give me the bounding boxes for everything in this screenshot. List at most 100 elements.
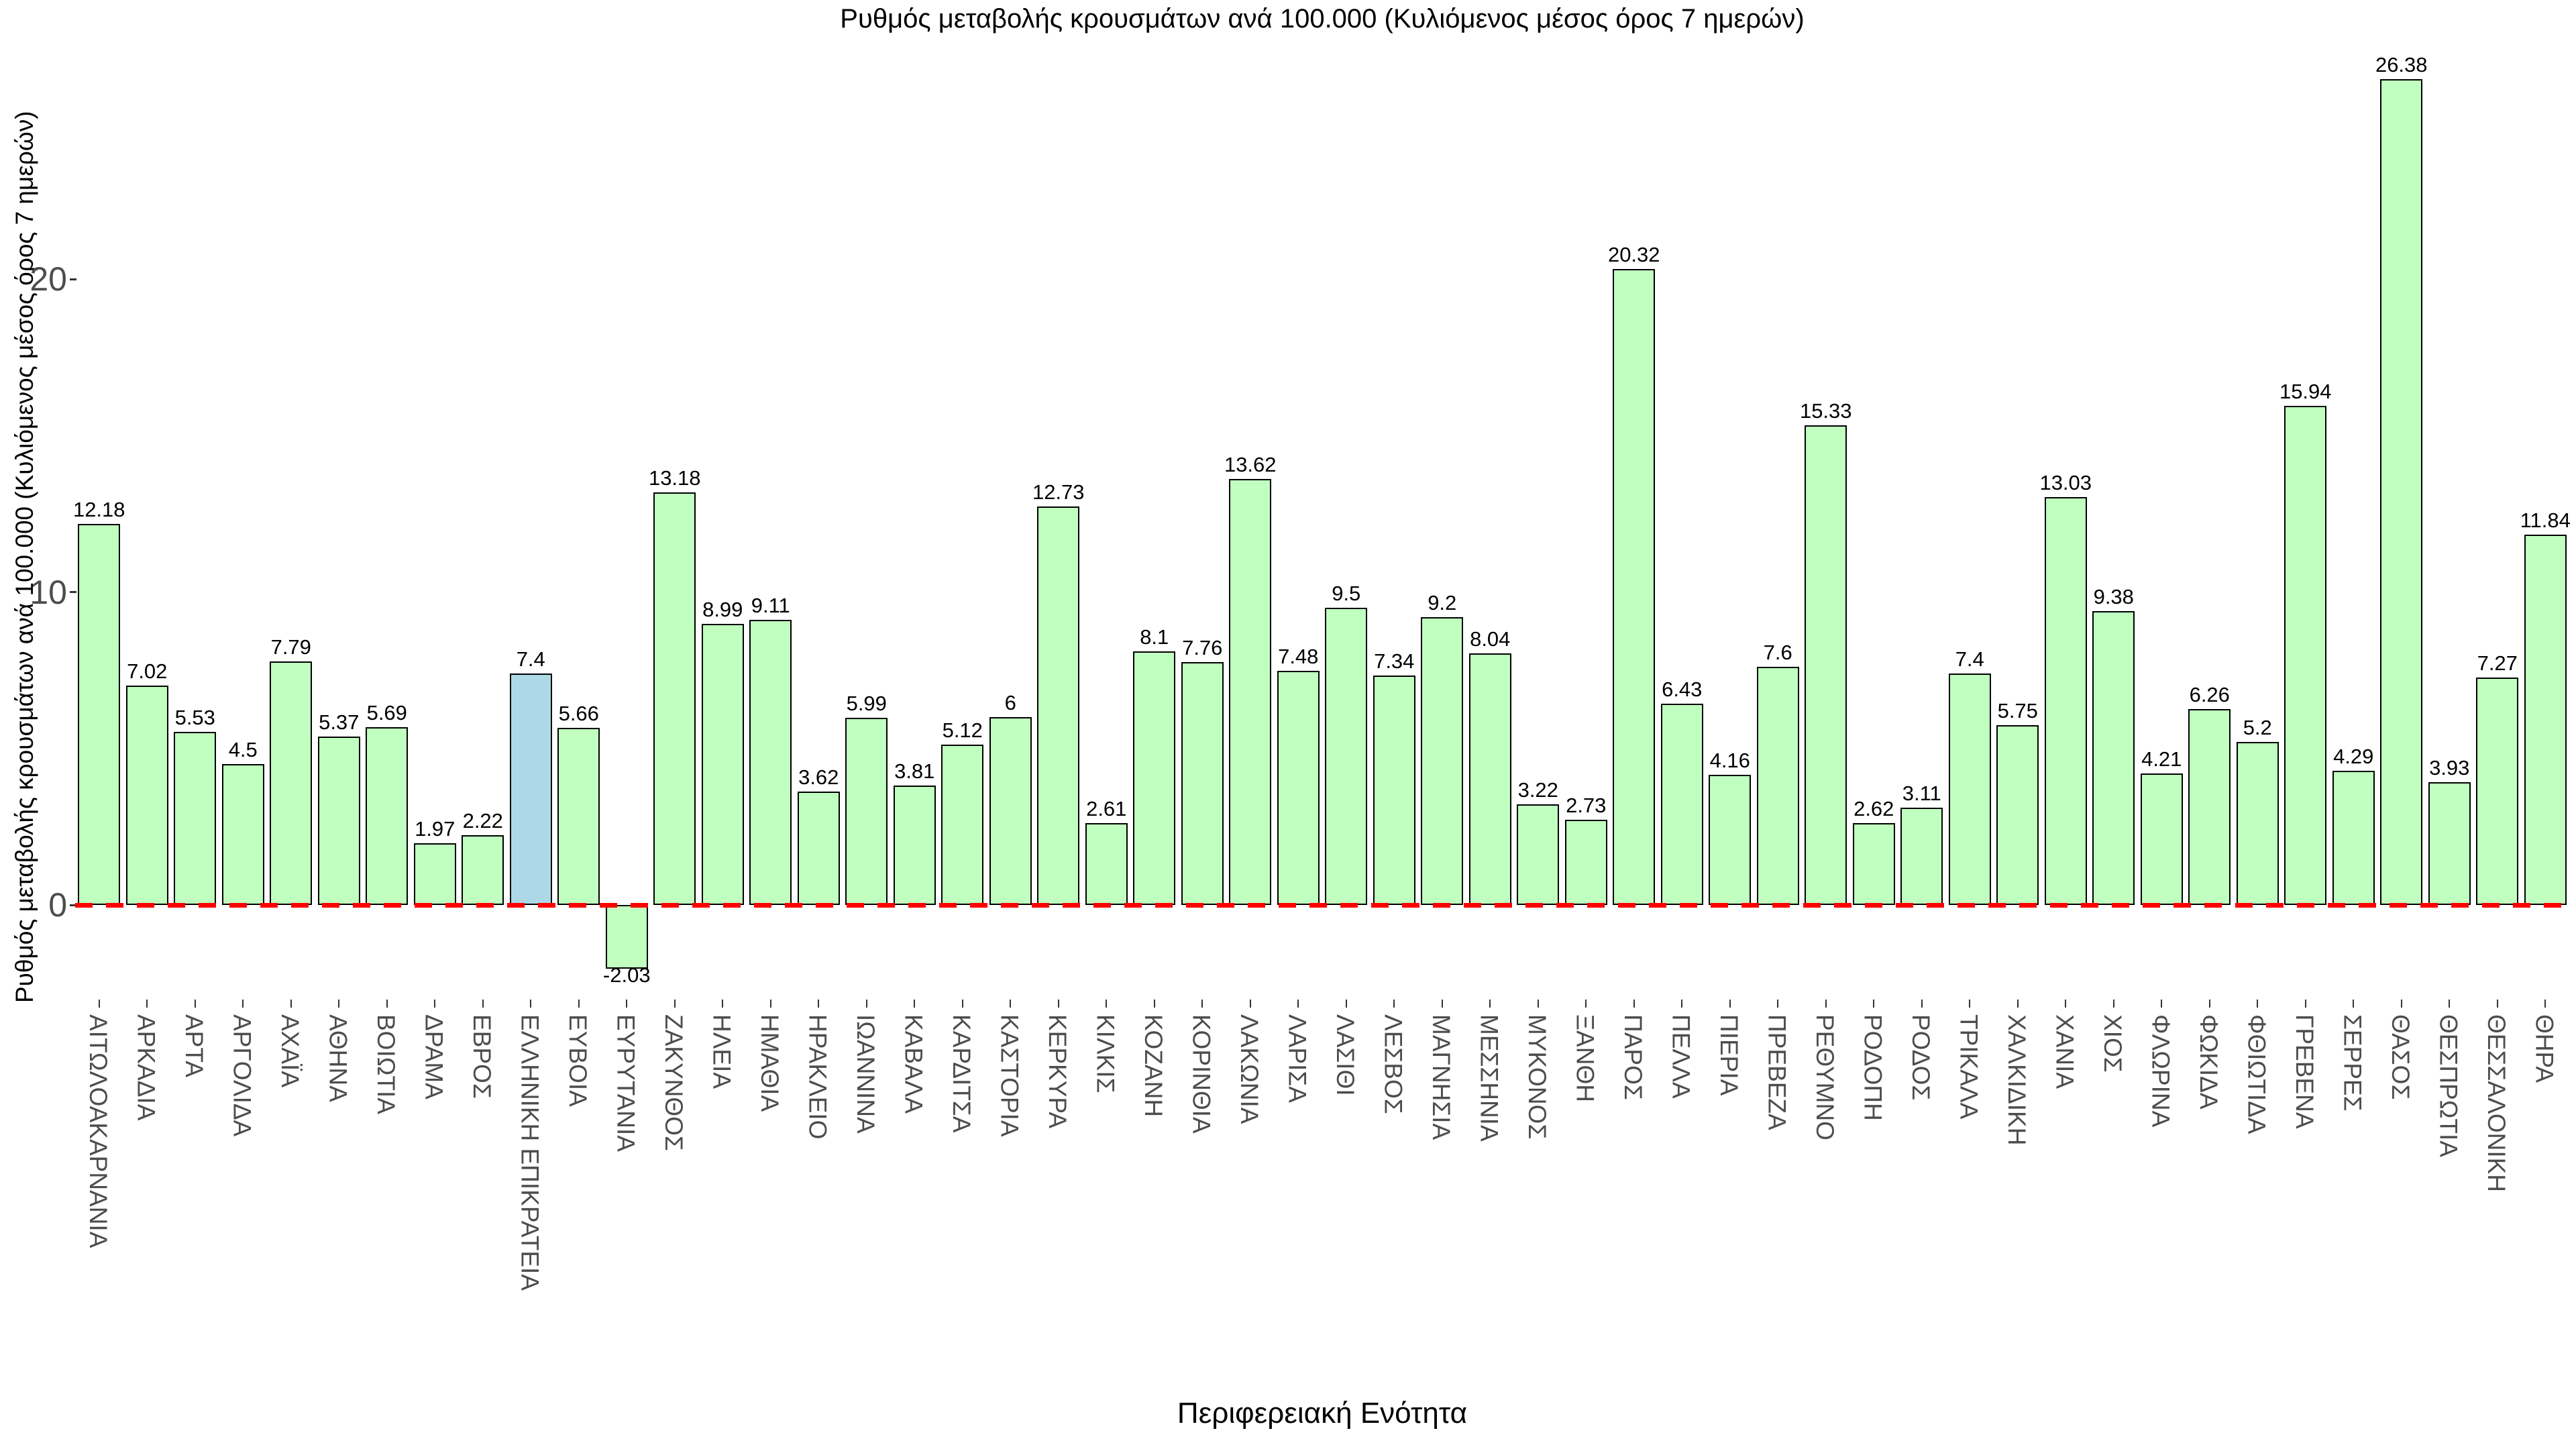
bar-value-label: 7.02 [127,659,168,683]
x-tick-label: ΡΕΘΥΜΝΟ [1811,1014,1839,1140]
x-tick-label: ΜΕΣΣΗΝΙΑ [1475,1014,1503,1142]
bar-value-label: 9.11 [751,594,790,618]
x-tick [1777,1000,1779,1008]
x-tick [146,1000,148,1008]
bar-value-label: 6 [1004,691,1016,715]
bar-value-label: 8.04 [1470,627,1511,651]
x-tick [1441,1000,1443,1008]
bar-value-label: 9.5 [1332,581,1361,605]
bar [270,661,313,905]
x-tick [2257,1000,2259,1008]
bar-value-label: 5.75 [1997,698,2038,722]
x-tick [914,1000,916,1008]
bar [1709,774,1752,905]
bar [2044,497,2087,905]
bar [78,523,121,905]
x-tick-label: ΚΑΣΤΟΡΙΑ [996,1014,1024,1137]
x-tick-label: ΑΘΗΝΑ [324,1014,352,1102]
bar-value-label: 15.94 [2279,380,2332,404]
y-tick [70,278,76,280]
x-tick-label: ΜΑΓΝΗΣΙΑ [1427,1014,1455,1140]
bar-value-label: 5.2 [2243,716,2272,740]
x-tick [2208,1000,2210,1008]
bar [462,835,504,905]
x-tick-label: ΠΑΡΟΣ [1619,1014,1647,1100]
y-tick-label: 10 [30,573,67,611]
x-tick-label: ΣΕΡΡΕΣ [2339,1014,2367,1112]
x-tick-label: ΦΘΙΩΤΙΔΑ [2243,1014,2271,1134]
x-tick [1106,1000,1108,1008]
bar [2524,534,2567,905]
x-tick [194,1000,196,1008]
x-tick [722,1000,724,1008]
x-tick-label: ΗΡΑΚΛΕΙΟ [804,1014,832,1140]
bar [1517,804,1560,905]
bar-value-label: 13.62 [1224,452,1277,476]
x-tick-label: ΚΕΡΚΥΡΑ [1043,1014,1071,1129]
bar-value-label: 6.26 [2189,682,2230,706]
bar-value-label: 5.12 [942,718,983,743]
bar [2380,79,2423,905]
x-tick-label: ΑΧΑΪΑ [276,1014,304,1087]
x-tick [386,1000,388,1008]
x-tick-label: ΛΑΡΙΣΑ [1283,1014,1311,1103]
bar [1085,823,1128,905]
x-tick [1201,1000,1203,1008]
x-tick-label: ΘΕΣΣΑΛΟΝΙΚΗ [2482,1014,2510,1192]
x-tick [769,1000,771,1008]
x-tick-label: ΘΕΣΠΡΩΤΙΑ [2434,1014,2463,1157]
x-tick [1153,1000,1155,1008]
x-tick [338,1000,340,1008]
x-tick-label: ΓΡΕΒΕΝΑ [2290,1014,2318,1129]
bar [1421,616,1464,905]
bar [797,792,840,905]
bar-value-label: 3.62 [798,765,839,790]
y-tick-label: 0 [48,886,67,924]
x-tick-label: ΙΩΑΝΝΙΝΑ [851,1014,879,1134]
bar-value-label: 5.53 [174,706,215,730]
bar [1373,675,1415,905]
bar-value-label: 26.38 [2375,53,2428,77]
bar [1660,704,1703,905]
bar-value-label: 9.2 [1428,590,1457,614]
x-tick [1825,1000,1827,1008]
x-tick-label: ΘΑΣΟΣ [2386,1014,2414,1100]
bar [317,737,360,905]
bar-value-label: 7.4 [1955,647,1984,671]
bar-value-label: 5.66 [558,701,599,725]
x-tick [865,1000,867,1008]
x-tick-label: ΕΒΡΟΣ [468,1014,496,1099]
bar [366,727,409,905]
x-tick-label: ΚΑΡΔΙΤΣΑ [947,1014,975,1133]
x-tick-label: ΧΑΛΚΙΔΙΚΗ [2002,1014,2031,1146]
x-tick [2400,1000,2402,1008]
x-tick-label: ΗΜΑΘΙΑ [755,1014,784,1112]
x-tick-label: ΛΑΚΩΝΙΑ [1235,1014,1263,1124]
x-tick [2496,1000,2498,1008]
bar [2236,742,2279,905]
bar [605,905,648,969]
x-tick [2065,1000,2067,1008]
bar-value-label: 7.4 [516,647,545,671]
bar-value-label: 13.18 [648,466,701,490]
bar-value-label: 3.93 [2429,755,2470,780]
x-tick-label: ΛΑΣΙΘΙ [1331,1014,1359,1096]
bar [2284,406,2327,905]
bar [989,717,1032,905]
x-tick [578,1000,580,1008]
bar [2332,770,2375,905]
bar-value-label: 8.1 [1140,625,1169,649]
x-tick [1921,1000,1923,1008]
x-tick-label: ΛΕΣΒΟΣ [1379,1014,1407,1114]
x-tick [1633,1000,1635,1008]
x-tick [1585,1000,1587,1008]
y-tick [70,591,76,593]
x-tick [2161,1000,2163,1008]
x-tick [818,1000,820,1008]
x-tick-label: ΕΥΡΥΤΑΝΙΑ [612,1014,640,1152]
x-tick [482,1000,484,1008]
bar-value-label: 13.03 [2039,471,2092,495]
bar-value-label: 7.27 [2477,651,2518,675]
bar [749,620,792,905]
x-tick-label: ΖΑΚΥΝΘΟΣ [659,1014,688,1151]
